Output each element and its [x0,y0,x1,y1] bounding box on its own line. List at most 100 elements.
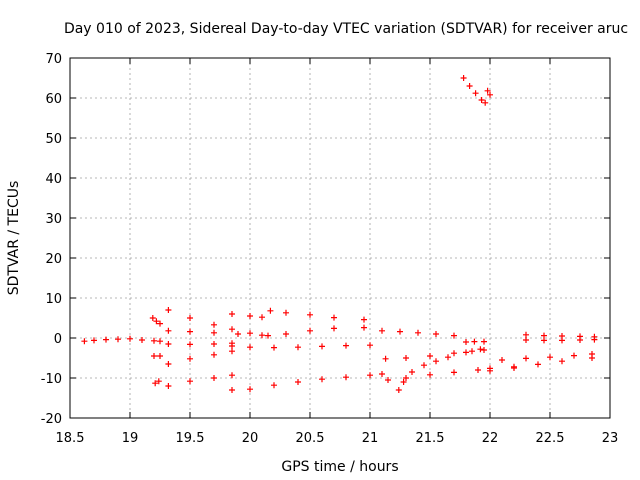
data-point [466,83,473,89]
y-tick-label: -10 [41,372,62,387]
data-point [589,351,595,357]
y-tick-label: 10 [45,292,62,307]
data-point [127,335,133,342]
data-point [115,336,121,343]
data-point [165,327,172,334]
data-point [247,386,253,393]
series-arc-j [229,342,373,351]
series-arc-t [463,338,487,345]
data-point [499,357,505,363]
data-point [165,383,172,389]
grid-lines [70,58,610,418]
data-point [577,337,583,343]
chart-title: Day 010 of 2023, Sidereal Day-to-day VTE… [64,21,628,37]
data-point [165,341,172,347]
x-tick-label: 22 [482,431,499,446]
data-point [477,346,484,353]
data-point [271,344,277,351]
y-tick-label: -20 [41,412,62,427]
data-point [81,338,88,345]
data-point [91,337,97,344]
data-point [165,307,172,313]
series-arc-b [149,315,163,327]
series-arc-k [229,371,385,393]
data-point [484,87,491,94]
data-point [165,361,172,367]
series-arc-l [229,311,265,321]
data-point [511,365,517,371]
data-point [187,355,193,362]
series-arc-a [81,335,163,345]
x-tick-label: 23 [602,431,619,446]
series-arc-v [499,351,595,363]
data-point [295,379,301,385]
data-point [487,91,493,98]
data-point [409,369,415,375]
data-point [247,344,253,351]
series-arc-h [165,348,235,367]
data-point [229,348,235,355]
data-point [152,380,159,387]
data-point [283,331,289,337]
data-point [481,338,487,345]
y-tick-label: 20 [45,252,62,267]
data-point [382,355,389,362]
data-point [307,311,313,318]
data-point [319,376,325,383]
data-point [523,337,529,343]
x-tick-label: 19 [122,431,139,446]
data-point [367,372,373,379]
data-point [211,351,217,358]
y-tick-label: 40 [45,172,62,187]
data-point [475,367,481,373]
axis-ticks: 18.5 19 19.5 20 20.5 21 21.5 22 22.5 23 -20 -10 0 10 2… [41,52,619,446]
data-point [211,321,217,328]
series-arc-e [165,307,271,339]
x-tick-label: 21 [362,431,379,446]
data-points [81,75,598,393]
data-point [379,371,385,377]
series-arc-r [460,75,489,106]
data-point [433,331,439,337]
plot-frame [69,57,611,419]
data-point [187,378,193,385]
series-arc-q [395,346,484,393]
data-point [427,371,433,378]
data-point [331,314,337,321]
data-point [451,350,457,357]
x-tick-label: 22.5 [536,431,565,446]
data-point [295,344,301,351]
data-point [463,349,469,356]
x-tick-label: 18.5 [56,431,85,446]
data-point [367,342,373,349]
data-point [187,328,193,335]
data-point [187,341,193,348]
data-point [469,348,475,355]
data-point [591,336,598,343]
data-point [478,97,485,103]
x-tick-label: 19.5 [176,431,205,446]
data-point [415,329,421,336]
data-point [229,326,235,333]
data-point [535,361,541,368]
data-point [149,315,156,321]
y-tick-label: 0 [54,332,62,347]
series-arc-p [385,363,517,383]
data-point [151,353,157,359]
data-point [445,354,451,361]
data-point [157,338,163,345]
data-point [187,315,193,321]
data-point [379,327,385,334]
data-point [157,320,163,327]
data-point [283,309,289,316]
data-point [472,90,479,97]
series-arc-c [151,353,163,359]
data-point [247,330,253,337]
data-point [247,313,253,319]
series-arc-s [484,87,493,98]
data-point [463,339,469,345]
data-point [211,329,217,336]
data-point [307,327,313,334]
data-point [157,353,163,359]
